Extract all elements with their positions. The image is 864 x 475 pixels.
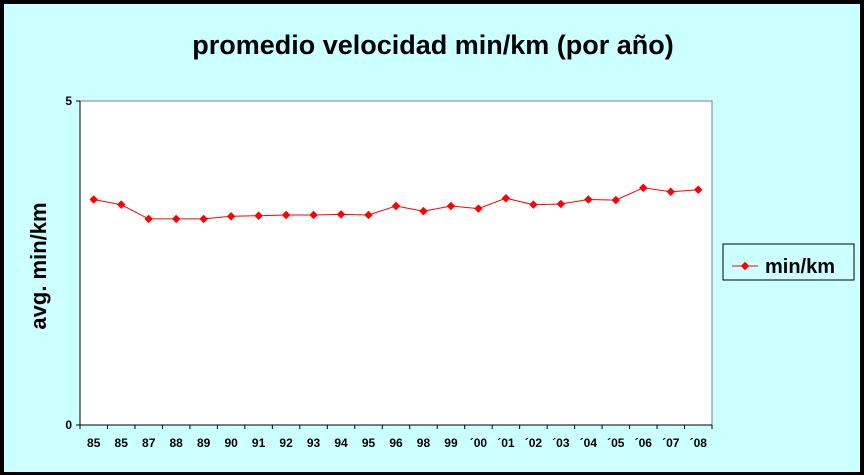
x-tick-label: ´02 [525, 436, 543, 450]
legend-marker-swatch [740, 261, 750, 271]
data-point [144, 214, 153, 224]
x-axis-ticks: 85 85 87 88 89 90 91 92 93 94 95 96 98 99 ´00 ´01 ´02 ´03… [79, 425, 713, 450]
data-point [419, 206, 428, 216]
data-point [364, 210, 373, 220]
x-tick-label: 95 [362, 436, 376, 450]
x-tick-label: 85 [87, 436, 101, 450]
y-axis-label: avg. min/km [26, 202, 51, 329]
data-point [446, 201, 456, 211]
data-point [281, 210, 291, 220]
x-tick-label: 99 [444, 436, 458, 450]
x-tick-label: 90 [224, 436, 238, 450]
x-tick-label: 88 [169, 436, 183, 450]
x-tick-label: ´00 [470, 436, 488, 450]
data-point [501, 193, 511, 203]
y-tick-label: 0 [65, 418, 72, 432]
data-point [199, 214, 208, 224]
x-tick-label: ´08 [690, 436, 708, 450]
x-tick-label: 89 [197, 436, 211, 450]
data-point [336, 210, 346, 219]
plot-area [79, 100, 713, 426]
x-tick-label: 98 [417, 436, 431, 450]
x-tick-label: 91 [252, 436, 266, 450]
x-tick-label: ´05 [607, 436, 625, 450]
data-point [474, 204, 483, 213]
x-tick-label: ´01 [497, 436, 515, 450]
axes [79, 101, 712, 426]
x-tick-label: 94 [334, 436, 348, 450]
data-point [391, 201, 401, 211]
legend: min/km [722, 243, 855, 281]
x-tick-label: ´04 [580, 436, 598, 450]
x-tick-label: ´06 [635, 436, 653, 450]
y-axis-ticks: 05 [65, 94, 80, 432]
x-tick-label: ´07 [662, 436, 680, 450]
data-point [171, 214, 181, 224]
chart-area: promedio velocidad min/km (por año) avg.… [3, 3, 861, 473]
chart-title: promedio velocidad min/km (por año) [192, 30, 674, 60]
x-tick-label: 92 [279, 436, 293, 450]
legend-label: min/km [765, 256, 835, 278]
data-point [254, 211, 263, 220]
y-tick-label: 5 [65, 94, 72, 108]
x-tick-label: 85 [115, 436, 129, 450]
data-point [226, 212, 236, 221]
data-point [89, 195, 98, 204]
line-chart: promedio velocidad min/km (por año) avg.… [26, 30, 855, 450]
data-point [309, 210, 318, 220]
data-point [116, 200, 126, 209]
x-tick-label: 93 [307, 436, 321, 450]
x-tick-label: ´03 [552, 436, 570, 450]
x-tick-label: 87 [142, 436, 156, 450]
x-tick-label: 96 [389, 436, 403, 450]
